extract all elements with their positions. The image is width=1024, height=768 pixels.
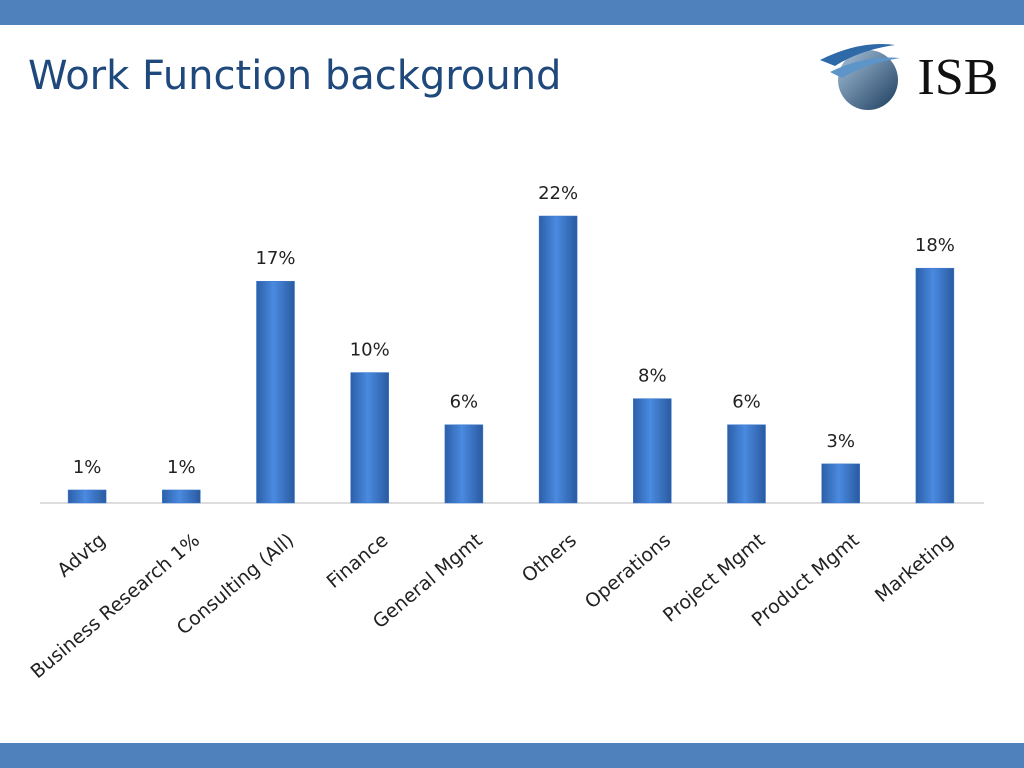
data-label: 18%	[915, 235, 955, 256]
data-label: 3%	[826, 431, 855, 452]
data-label: 17%	[255, 248, 295, 269]
data-label: 10%	[350, 340, 390, 361]
top-band	[0, 0, 1024, 25]
data-label: 6%	[450, 392, 479, 413]
bottom-band	[0, 743, 1024, 768]
x-tick-label: Marketing	[871, 529, 958, 607]
data-label: 22%	[538, 183, 578, 204]
logo-swoosh	[820, 44, 895, 66]
x-tick-label: Others	[518, 529, 581, 587]
x-tick-label: Advtg	[53, 529, 110, 582]
slide-title: Work Function background	[28, 53, 561, 99]
bar	[915, 267, 955, 504]
x-tick-label: Operations	[581, 529, 675, 613]
logo: ISB	[820, 44, 998, 110]
logo-text: ISB	[918, 49, 999, 106]
bar	[633, 398, 672, 504]
data-label: 6%	[732, 392, 761, 413]
bar	[67, 489, 107, 504]
logo-swoosh	[830, 57, 900, 78]
data-label: 8%	[638, 366, 667, 387]
bar	[727, 424, 766, 504]
data-label: 1%	[73, 457, 102, 478]
bar	[256, 280, 295, 504]
bar	[538, 215, 578, 504]
x-tick-label: Finance	[323, 529, 393, 593]
bar	[821, 463, 860, 504]
bar	[444, 424, 484, 504]
x-tick-label: Business Research 1%	[27, 529, 204, 683]
bar	[162, 489, 201, 504]
bar	[350, 372, 389, 504]
data-label: 1%	[167, 457, 196, 478]
